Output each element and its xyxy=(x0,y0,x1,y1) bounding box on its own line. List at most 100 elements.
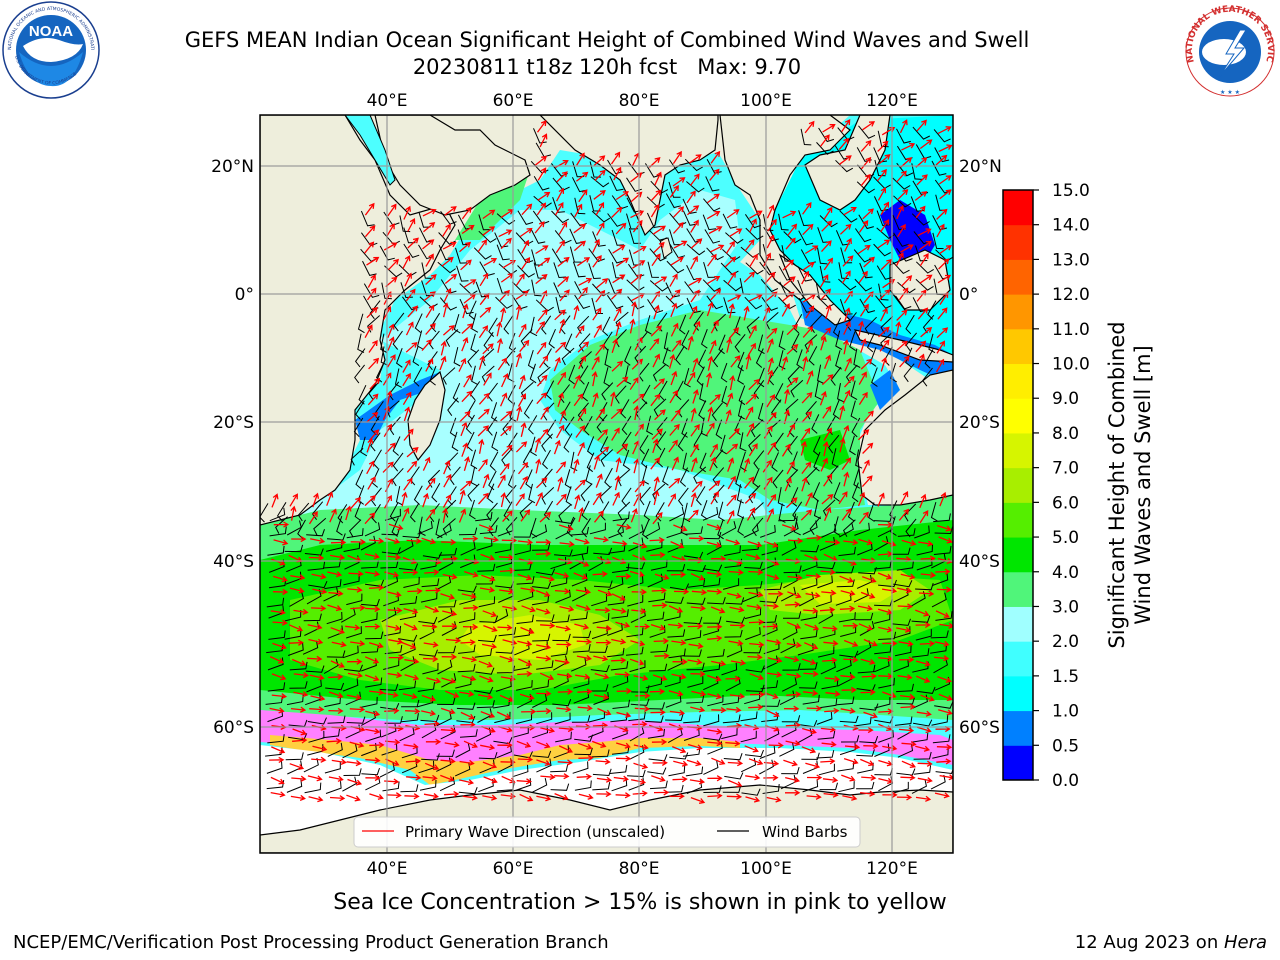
wind-barb xyxy=(737,351,745,372)
wind-barb xyxy=(827,465,839,484)
wind-barb xyxy=(930,643,948,654)
wind-barb xyxy=(491,431,499,452)
wave-arrow xyxy=(289,587,305,594)
wind-barb xyxy=(455,743,471,758)
wind-barb xyxy=(447,397,459,416)
wave-arrow xyxy=(766,493,777,507)
wind-barb xyxy=(382,574,399,589)
wind-barb xyxy=(456,702,476,710)
wind-barb xyxy=(912,648,930,658)
wind-barb xyxy=(427,469,441,488)
wave-arrow xyxy=(863,638,878,647)
wind-barb xyxy=(340,607,356,623)
wave-arrow xyxy=(445,637,462,644)
wind-barb xyxy=(592,613,610,624)
wave-arrow xyxy=(460,711,475,720)
wave-arrow xyxy=(443,287,452,302)
wave-arrow xyxy=(725,740,741,747)
wave-arrow xyxy=(839,223,852,235)
wave-arrow xyxy=(596,790,612,798)
wave-arrow xyxy=(652,225,666,235)
wave-arrow xyxy=(690,706,706,713)
wind-barb xyxy=(604,348,612,369)
wind-barb xyxy=(645,521,661,538)
wave-arrow xyxy=(406,446,419,458)
wave-arrow xyxy=(269,756,285,764)
colorbar-segment xyxy=(1003,432,1033,469)
wave-arrow xyxy=(425,477,436,491)
wind-barb xyxy=(935,611,953,621)
wave-arrow xyxy=(630,640,646,647)
wave-arrow xyxy=(461,206,472,220)
wave-arrow xyxy=(838,137,850,151)
wave-arrow xyxy=(291,775,307,782)
wave-arrow xyxy=(328,691,344,699)
wave-arrow xyxy=(629,658,645,666)
wind-barb xyxy=(564,333,573,354)
wave-arrow xyxy=(540,727,556,734)
wave-arrow xyxy=(690,604,706,612)
wind-barb xyxy=(667,656,683,671)
wave-arrow xyxy=(707,635,723,642)
wave-arrow xyxy=(537,309,548,322)
wave-arrow xyxy=(650,189,662,202)
wind-barb xyxy=(602,316,611,337)
wave-arrow xyxy=(652,512,663,525)
wave-arrow xyxy=(290,574,306,581)
wave-arrow xyxy=(479,272,489,287)
wave-arrow xyxy=(536,119,547,133)
wave-arrow xyxy=(747,654,763,661)
wind-barb xyxy=(342,776,357,792)
wind-barb xyxy=(617,518,628,538)
wind-barb xyxy=(669,212,687,227)
wave-arrow xyxy=(516,778,532,785)
wind-barb xyxy=(389,416,401,436)
wind-barb xyxy=(474,648,493,658)
wave-arrow xyxy=(330,660,345,668)
wind-barb xyxy=(915,629,932,641)
wave-arrow xyxy=(896,626,912,633)
wave-arrow xyxy=(575,673,591,680)
wind-barb xyxy=(541,487,555,505)
colorbar-tick-label: 15.0 xyxy=(1052,181,1090,201)
wave-arrow xyxy=(937,126,952,134)
wind-barb xyxy=(878,283,889,301)
wave-arrow xyxy=(895,340,908,352)
wave-arrow xyxy=(839,437,846,453)
wave-arrow xyxy=(710,319,719,334)
wind-barb xyxy=(326,650,346,658)
wave-arrow xyxy=(669,273,678,287)
wave-arrow xyxy=(616,573,632,580)
wind-barb xyxy=(932,572,949,586)
wave-arrow xyxy=(802,201,812,215)
wind-barb xyxy=(532,693,548,708)
wave-arrow xyxy=(749,641,765,648)
wave-arrow xyxy=(500,410,513,422)
wind-barb xyxy=(774,383,784,403)
wave-arrow xyxy=(289,493,298,507)
wave-arrow xyxy=(781,303,790,317)
wind-barb xyxy=(355,400,365,420)
wind-barb xyxy=(342,743,358,759)
wave-arrow xyxy=(365,757,381,764)
wave-arrow xyxy=(554,309,566,321)
wave-arrow xyxy=(478,458,488,472)
wave-arrow xyxy=(633,674,649,682)
noaa-logo: NOAA NATIONAL OCEANIC AND ATMOSPHERIC AD… xyxy=(1,0,100,99)
wind-barb xyxy=(871,367,878,387)
wind-barb xyxy=(649,780,668,790)
wind-barb xyxy=(792,501,803,521)
wave-arrow xyxy=(801,270,810,285)
wave-arrow xyxy=(880,356,888,372)
wind-barb xyxy=(876,265,893,280)
wind-barb xyxy=(487,416,498,436)
wave-arrow xyxy=(882,791,898,798)
wave-arrow xyxy=(805,762,821,769)
wave-arrow xyxy=(577,257,591,267)
wave-arrow xyxy=(748,758,764,766)
wind-barb xyxy=(836,696,855,706)
wind-barb xyxy=(933,657,948,674)
wave-arrow xyxy=(860,758,875,767)
wave-arrow xyxy=(496,321,503,337)
wave-arrow xyxy=(801,476,808,492)
